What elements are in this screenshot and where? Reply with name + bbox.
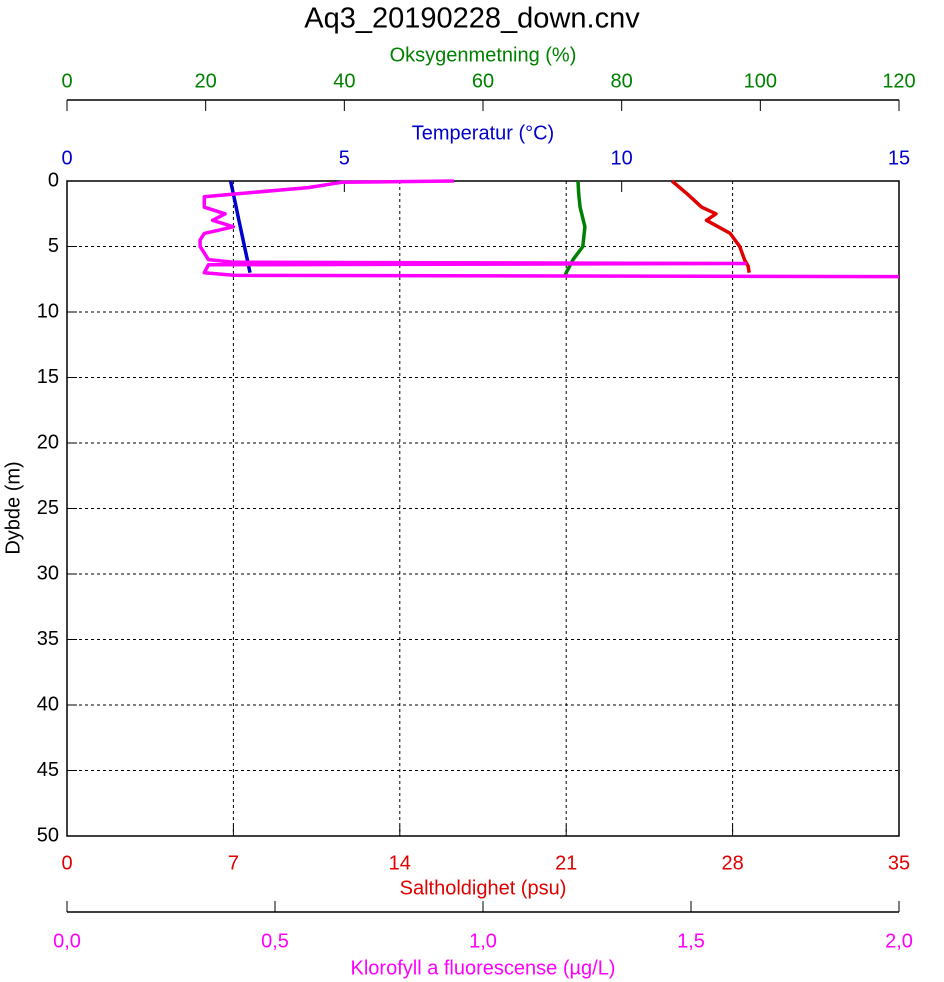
profile-line: [563, 180, 587, 278]
x-tick-label: 10: [611, 147, 633, 169]
x-tick-label: 1,0: [469, 930, 497, 952]
y-tick-label: 25: [37, 497, 59, 519]
y-tick-label: 10: [37, 300, 59, 322]
x-tick-label: 28: [721, 852, 743, 874]
x-tick-label: 0: [61, 852, 72, 874]
x-axis-title: Temperatur (°C): [412, 122, 554, 144]
x-tick-label: 40: [333, 70, 355, 92]
y-tick-label: 35: [37, 628, 59, 650]
x-tick-label: 60: [472, 70, 494, 92]
x-tick-label: 0,0: [53, 930, 81, 952]
y-tick-label: 5: [48, 235, 59, 257]
x-tick-label: 0: [61, 70, 72, 92]
x-tick-label: 100: [744, 70, 777, 92]
x-tick-label: 21: [555, 852, 577, 874]
x-tick-label: 2,0: [885, 930, 913, 952]
y-axis-title: Dybde (m): [2, 461, 24, 554]
x-tick-label: 0: [61, 147, 72, 169]
x-tick-label: 0,5: [261, 930, 289, 952]
profile-line: [198, 179, 900, 279]
y-tick-label: 40: [37, 693, 59, 715]
y-tick-label: 50: [37, 824, 59, 846]
x-axis-title: Saltholdighet (psu): [400, 877, 567, 899]
x-tick-label: 7: [228, 852, 239, 874]
y-tick-label: 30: [37, 562, 59, 584]
x-tick-label: 15: [888, 147, 910, 169]
profile-line: [670, 179, 751, 273]
x-axis-title: Oksygenmetning (%): [390, 44, 577, 66]
x-axis-title: Klorofyll a fluorescense (µg/L): [351, 957, 616, 979]
x-tick-label: 120: [882, 70, 915, 92]
x-tick-label: 14: [389, 852, 411, 874]
x-tick-label: 35: [888, 852, 910, 874]
y-tick-label: 45: [37, 759, 59, 781]
y-tick-label: 15: [37, 366, 59, 388]
profile-line: [228, 180, 252, 274]
x-tick-label: 80: [611, 70, 633, 92]
x-tick-label: 5: [339, 147, 350, 169]
y-tick-label: 20: [37, 431, 59, 453]
y-tick-label: 0: [48, 169, 59, 191]
chart-title: Aq3_20190228_down.cnv: [304, 3, 640, 35]
x-tick-label: 1,5: [677, 930, 705, 952]
x-tick-label: 20: [195, 70, 217, 92]
